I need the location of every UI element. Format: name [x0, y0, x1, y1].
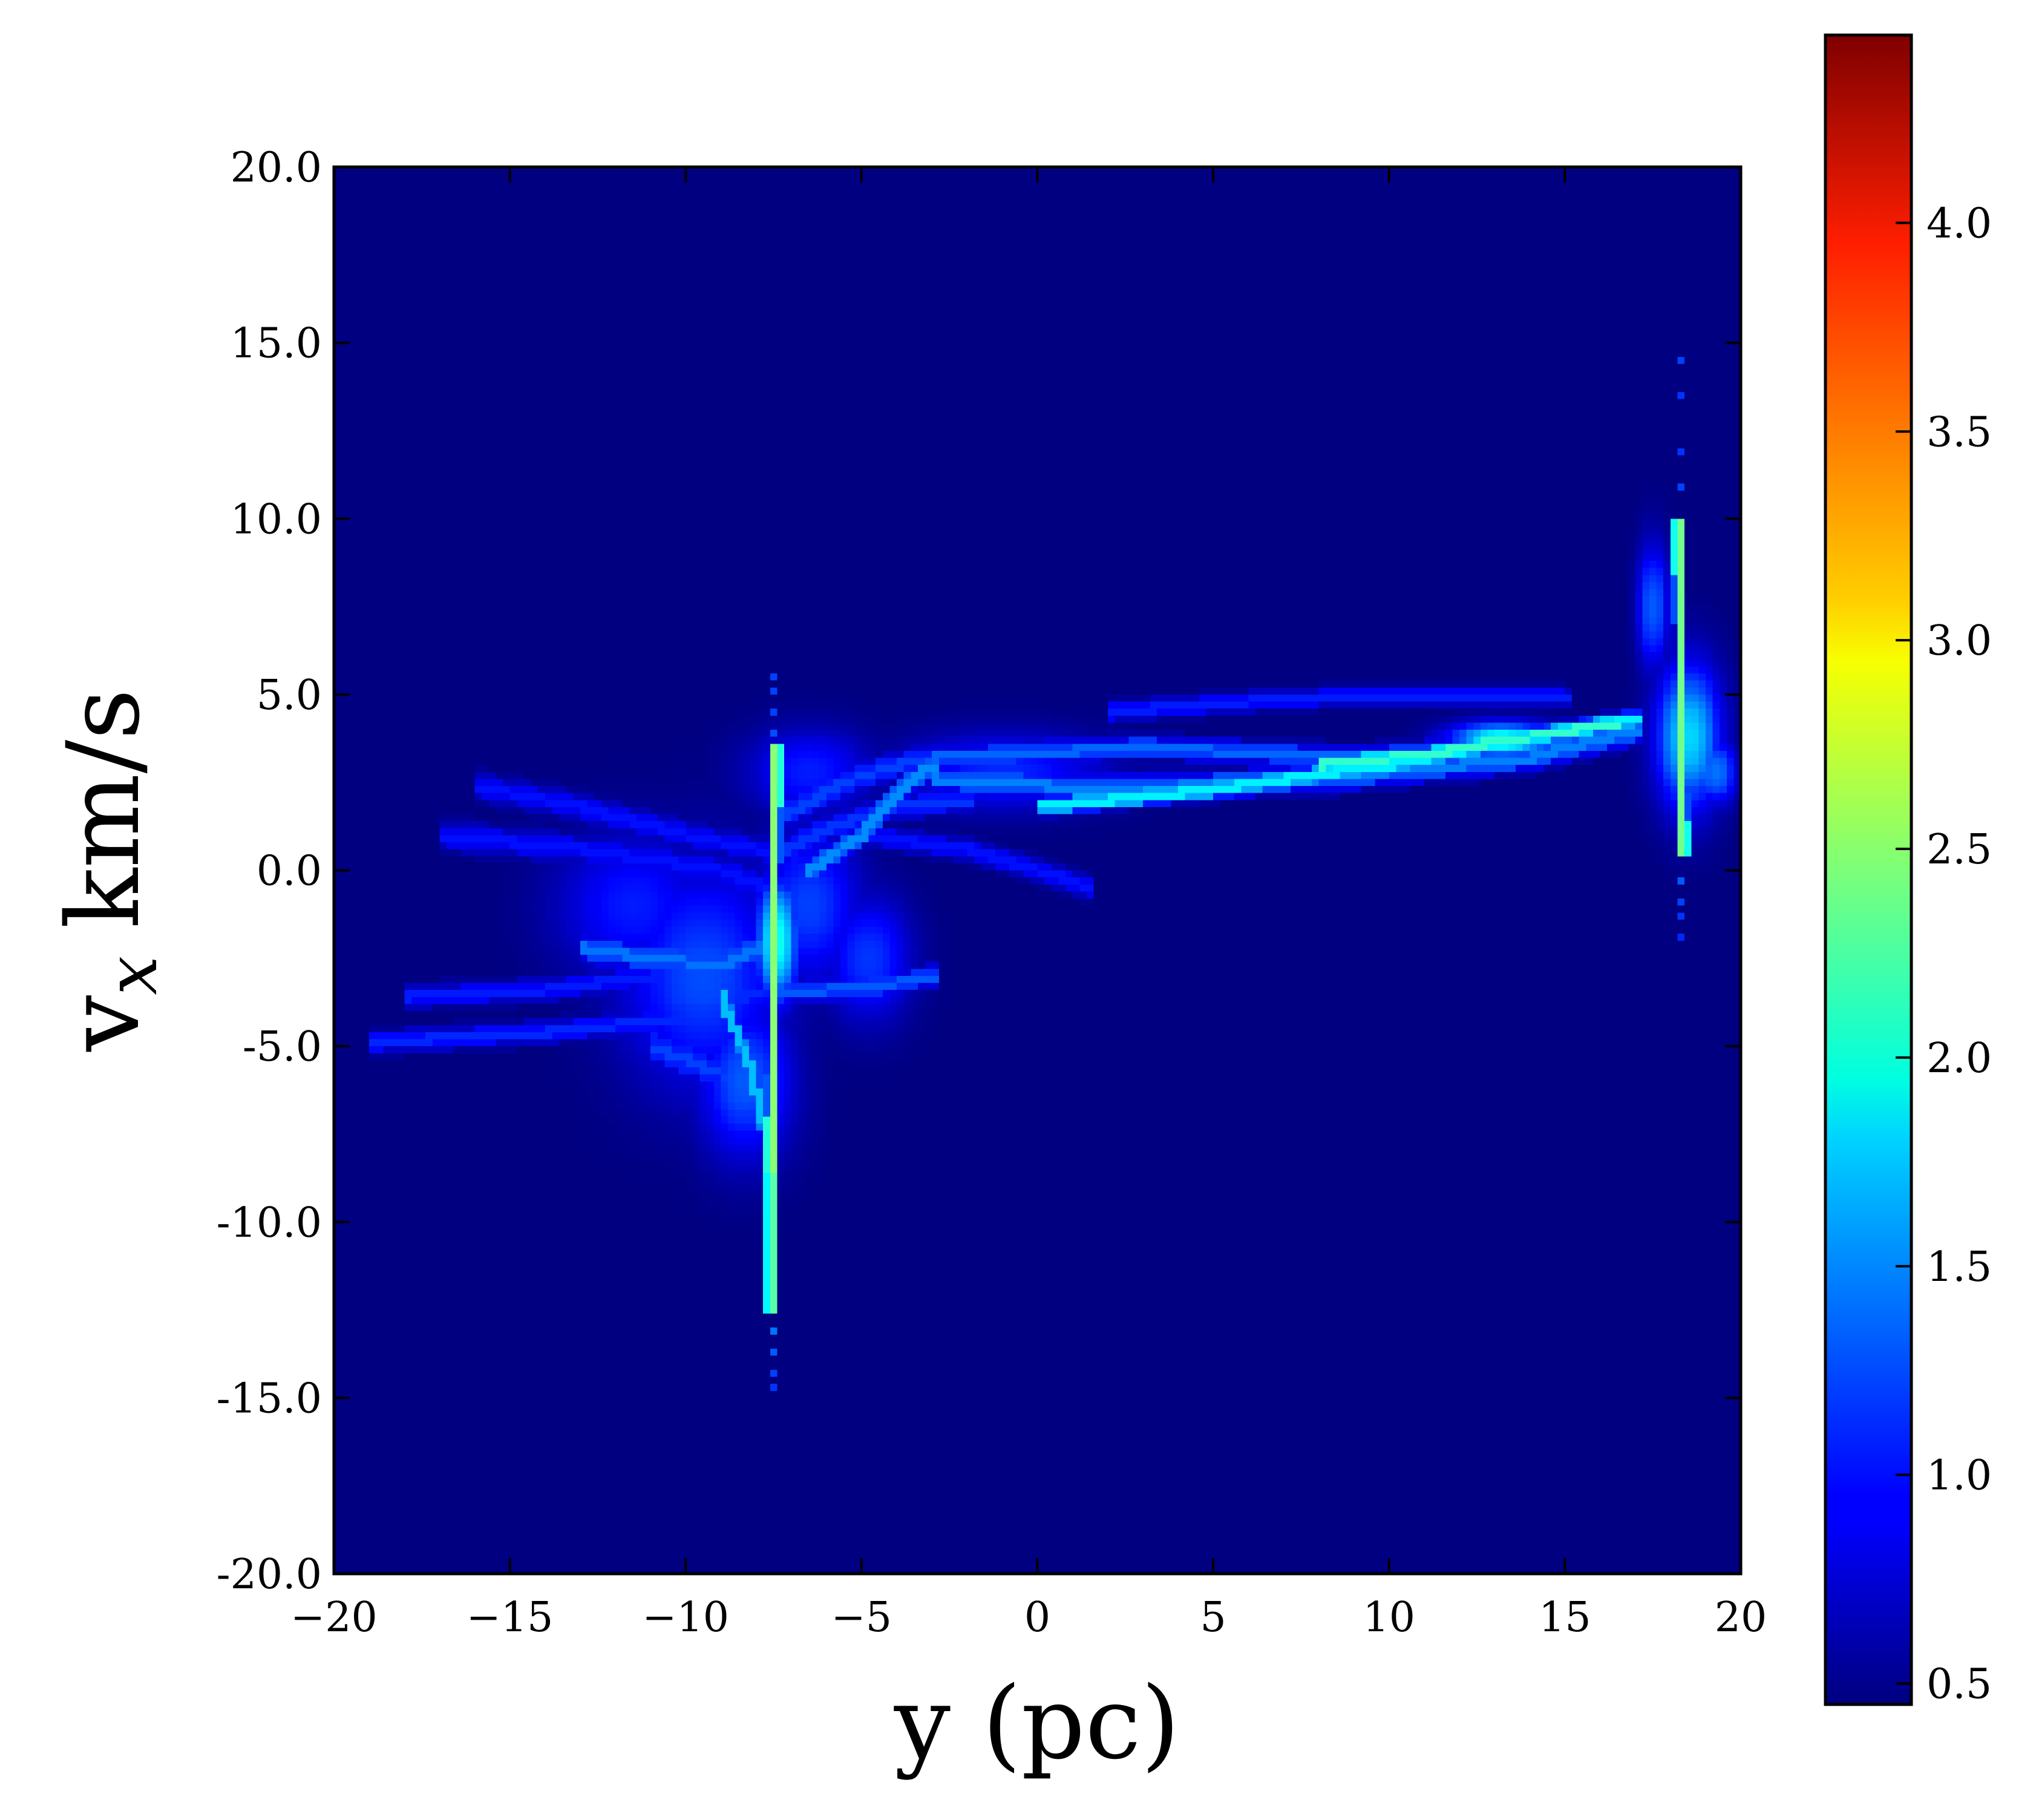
- colorbar: 0.5 1.0 1.5 2.0 2.5 3.0 3.5 4.0: [1824, 33, 1992, 1709]
- y-axis-label-subscript: x: [92, 956, 173, 995]
- x-tick-label: −20: [290, 1594, 378, 1642]
- y-tick-label: 0.0: [257, 848, 322, 895]
- colorbar-gradient: [1825, 35, 1911, 1704]
- x-tick-label: 0: [1024, 1594, 1050, 1642]
- y-tick-label: -20.0: [217, 1551, 322, 1599]
- plot-frame: [332, 165, 1743, 1576]
- colorbar-tick-label: 0.5: [1926, 1661, 1992, 1709]
- y-tick-label: 10.0: [231, 496, 322, 543]
- colorbar-tick-label: 1.0: [1926, 1452, 1992, 1500]
- y-ticks: 20.0 15.0 10.0 5.0 0.0 -5.0 -10.0 -15.0 -20.0: [217, 144, 1741, 1599]
- x-tick-label: −5: [831, 1594, 892, 1642]
- colorbar-tick-label: 4.0: [1926, 200, 1992, 247]
- x-axis-label: y (pc): [894, 1665, 1180, 1781]
- colorbar-tick-label: 2.0: [1926, 1035, 1992, 1082]
- x-ticks: −20 −15 −10 −5 0 5 10 15 20: [290, 167, 1767, 1642]
- x-tick-label: −10: [642, 1594, 729, 1642]
- y-tick-label: -15.0: [217, 1375, 322, 1422]
- y-tick-label: 20.0: [231, 144, 322, 192]
- y-tick-label: 5.0: [257, 672, 322, 719]
- y-axis-label-symbol: v: [45, 995, 162, 1052]
- y-tick-label: -5.0: [243, 1023, 322, 1071]
- colorbar-frame: [1824, 33, 1913, 1706]
- y-axis-label: vx km/s: [45, 689, 173, 1052]
- y-tick-label: -10.0: [217, 1199, 322, 1247]
- colorbar-tick-label: 2.5: [1926, 826, 1992, 874]
- plot-area: −20 −15 −10 −5 0 5 10 15 20 20.0 15.0 10.0 5.0 0.0 -5…: [217, 144, 1767, 1642]
- colorbar-tick-label: 3.0: [1926, 617, 1992, 665]
- x-tick-label: −15: [466, 1594, 554, 1642]
- colorbar-ticks: 0.5 1.0 1.5 2.0 2.5 3.0 3.5 4.0: [1896, 200, 1992, 1709]
- x-tick-label: 5: [1200, 1594, 1226, 1642]
- y-tick-label: 15.0: [231, 320, 322, 368]
- colorbar-tick-label: 1.5: [1926, 1243, 1992, 1291]
- colorbar-tick-label: 3.5: [1926, 408, 1992, 456]
- heatmap-image: [334, 167, 1741, 1574]
- x-tick-label: 15: [1539, 1594, 1591, 1642]
- x-tick-label: 20: [1715, 1594, 1767, 1642]
- x-tick-label: 10: [1363, 1594, 1415, 1642]
- y-axis-label-unit: km/s: [45, 689, 162, 929]
